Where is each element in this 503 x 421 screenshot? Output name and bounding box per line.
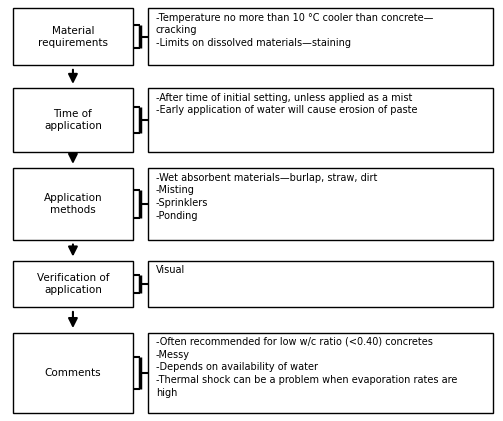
Text: Time of
application: Time of application bbox=[44, 109, 102, 131]
Text: Comments: Comments bbox=[45, 368, 101, 378]
Bar bbox=[148, 333, 493, 413]
Bar bbox=[13, 88, 133, 152]
Bar bbox=[13, 8, 133, 65]
Text: -After time of initial setting, unless applied as a mist
-Early application of w: -After time of initial setting, unless a… bbox=[156, 93, 417, 115]
Text: Application
methods: Application methods bbox=[44, 193, 102, 215]
Text: -Wet absorbent materials—burlap, straw, dirt
-Misting
-Sprinklers
-Ponding: -Wet absorbent materials—burlap, straw, … bbox=[156, 173, 377, 221]
Bar bbox=[13, 168, 133, 240]
Bar bbox=[13, 333, 133, 413]
Bar bbox=[13, 261, 133, 307]
Text: Verification of
application: Verification of application bbox=[37, 273, 109, 295]
Text: -Temperature no more than 10 °C cooler than concrete—
cracking
-Limits on dissol: -Temperature no more than 10 °C cooler t… bbox=[156, 13, 433, 48]
Text: -Often recommended for low w/c ratio (<0.40) concretes
-Messy
-Depends on availa: -Often recommended for low w/c ratio (<0… bbox=[156, 337, 457, 398]
Bar bbox=[148, 88, 493, 152]
Bar bbox=[148, 168, 493, 240]
Bar bbox=[148, 8, 493, 65]
Bar bbox=[148, 261, 493, 307]
Text: Material
requirements: Material requirements bbox=[38, 26, 108, 48]
Text: Visual: Visual bbox=[156, 265, 185, 275]
